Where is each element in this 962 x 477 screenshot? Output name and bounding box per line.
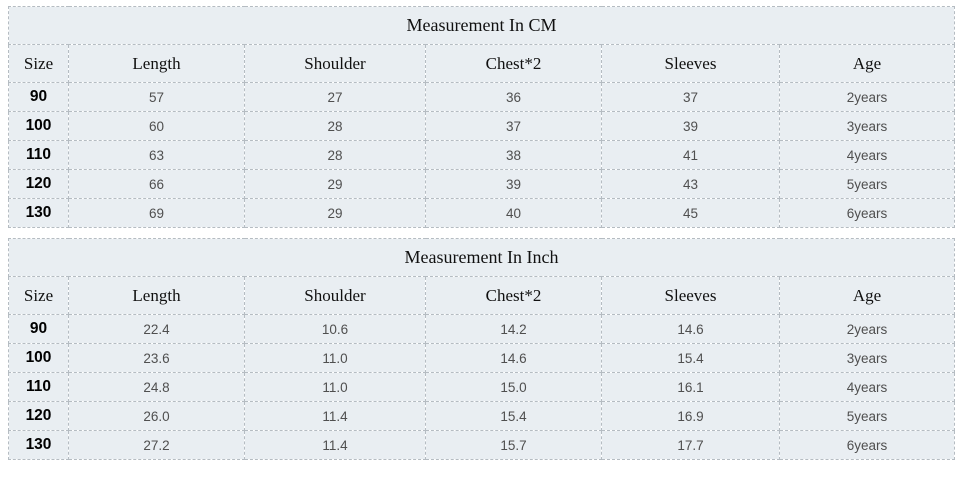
length-cell: 57 bbox=[68, 82, 245, 112]
length-cell: 24.8 bbox=[68, 372, 245, 402]
cm-header-row: Size Length Shoulder Chest*2 Sleeves Age bbox=[8, 44, 955, 83]
shoulder-cell: 29 bbox=[244, 198, 426, 228]
table-row: 120 66 29 39 43 5years bbox=[8, 169, 955, 199]
size-cell: 120 bbox=[8, 401, 69, 431]
table-row: 130 69 29 40 45 6years bbox=[8, 198, 955, 228]
age-cell: 3years bbox=[779, 343, 955, 373]
age-cell: 4years bbox=[779, 372, 955, 402]
chest-cell: 39 bbox=[425, 169, 602, 199]
age-cell: 3years bbox=[779, 111, 955, 141]
size-cell: 90 bbox=[8, 314, 69, 344]
size-cell: 100 bbox=[8, 111, 69, 141]
column-header-chest: Chest*2 bbox=[425, 44, 602, 83]
shoulder-cell: 11.4 bbox=[244, 401, 426, 431]
sleeves-cell: 16.9 bbox=[601, 401, 780, 431]
length-cell: 66 bbox=[68, 169, 245, 199]
length-cell: 63 bbox=[68, 140, 245, 170]
measurement-inch-table: Measurement In Inch Size Length Shoulder… bbox=[8, 238, 955, 460]
shoulder-cell: 28 bbox=[244, 140, 426, 170]
sleeves-cell: 41 bbox=[601, 140, 780, 170]
column-header-shoulder: Shoulder bbox=[244, 276, 426, 315]
age-cell: 5years bbox=[779, 169, 955, 199]
sleeves-cell: 43 bbox=[601, 169, 780, 199]
age-cell: 4years bbox=[779, 140, 955, 170]
age-cell: 6years bbox=[779, 430, 955, 460]
sleeves-cell: 37 bbox=[601, 82, 780, 112]
column-header-age: Age bbox=[779, 44, 955, 83]
chest-cell: 38 bbox=[425, 140, 602, 170]
inch-title-row: Measurement In Inch bbox=[8, 238, 955, 277]
size-cell: 130 bbox=[8, 198, 69, 228]
chest-cell: 15.0 bbox=[425, 372, 602, 402]
length-cell: 27.2 bbox=[68, 430, 245, 460]
sleeves-cell: 14.6 bbox=[601, 314, 780, 344]
table-separator bbox=[8, 228, 955, 238]
sleeves-cell: 17.7 bbox=[601, 430, 780, 460]
column-header-length: Length bbox=[68, 276, 245, 315]
table-title-inch: Measurement In Inch bbox=[8, 238, 955, 277]
length-cell: 22.4 bbox=[68, 314, 245, 344]
size-chart-page: Measurement In CM Size Length Shoulder C… bbox=[8, 6, 955, 460]
table-row: 90 57 27 36 37 2years bbox=[8, 82, 955, 112]
sleeves-cell: 16.1 bbox=[601, 372, 780, 402]
column-header-chest: Chest*2 bbox=[425, 276, 602, 315]
size-cell: 90 bbox=[8, 82, 69, 112]
chest-cell: 15.7 bbox=[425, 430, 602, 460]
table-row: 110 63 28 38 41 4years bbox=[8, 140, 955, 170]
table-row: 120 26.0 11.4 15.4 16.9 5years bbox=[8, 401, 955, 431]
column-header-age: Age bbox=[779, 276, 955, 315]
table-row: 90 22.4 10.6 14.2 14.6 2years bbox=[8, 314, 955, 344]
sleeves-cell: 39 bbox=[601, 111, 780, 141]
shoulder-cell: 28 bbox=[244, 111, 426, 141]
chest-cell: 15.4 bbox=[425, 401, 602, 431]
size-cell: 120 bbox=[8, 169, 69, 199]
chest-cell: 14.2 bbox=[425, 314, 602, 344]
sleeves-cell: 45 bbox=[601, 198, 780, 228]
table-row: 110 24.8 11.0 15.0 16.1 4years bbox=[8, 372, 955, 402]
age-cell: 2years bbox=[779, 82, 955, 112]
shoulder-cell: 11.0 bbox=[244, 343, 426, 373]
chest-cell: 14.6 bbox=[425, 343, 602, 373]
table-title-cm: Measurement In CM bbox=[8, 6, 955, 45]
size-cell: 100 bbox=[8, 343, 69, 373]
table-row: 100 60 28 37 39 3years bbox=[8, 111, 955, 141]
measurement-cm-table: Measurement In CM Size Length Shoulder C… bbox=[8, 6, 955, 228]
column-header-sleeves: Sleeves bbox=[601, 276, 780, 315]
length-cell: 26.0 bbox=[68, 401, 245, 431]
chest-cell: 37 bbox=[425, 111, 602, 141]
shoulder-cell: 29 bbox=[244, 169, 426, 199]
chest-cell: 36 bbox=[425, 82, 602, 112]
column-header-length: Length bbox=[68, 44, 245, 83]
shoulder-cell: 11.0 bbox=[244, 372, 426, 402]
length-cell: 60 bbox=[68, 111, 245, 141]
size-cell: 130 bbox=[8, 430, 69, 460]
shoulder-cell: 11.4 bbox=[244, 430, 426, 460]
age-cell: 6years bbox=[779, 198, 955, 228]
length-cell: 69 bbox=[68, 198, 245, 228]
table-row: 100 23.6 11.0 14.6 15.4 3years bbox=[8, 343, 955, 373]
age-cell: 2years bbox=[779, 314, 955, 344]
table-row: 130 27.2 11.4 15.7 17.7 6years bbox=[8, 430, 955, 460]
age-cell: 5years bbox=[779, 401, 955, 431]
size-cell: 110 bbox=[8, 140, 69, 170]
column-header-shoulder: Shoulder bbox=[244, 44, 426, 83]
shoulder-cell: 27 bbox=[244, 82, 426, 112]
sleeves-cell: 15.4 bbox=[601, 343, 780, 373]
shoulder-cell: 10.6 bbox=[244, 314, 426, 344]
length-cell: 23.6 bbox=[68, 343, 245, 373]
column-header-sleeves: Sleeves bbox=[601, 44, 780, 83]
column-header-size: Size bbox=[8, 44, 69, 83]
chest-cell: 40 bbox=[425, 198, 602, 228]
cm-title-row: Measurement In CM bbox=[8, 6, 955, 45]
size-cell: 110 bbox=[8, 372, 69, 402]
inch-header-row: Size Length Shoulder Chest*2 Sleeves Age bbox=[8, 276, 955, 315]
column-header-size: Size bbox=[8, 276, 69, 315]
